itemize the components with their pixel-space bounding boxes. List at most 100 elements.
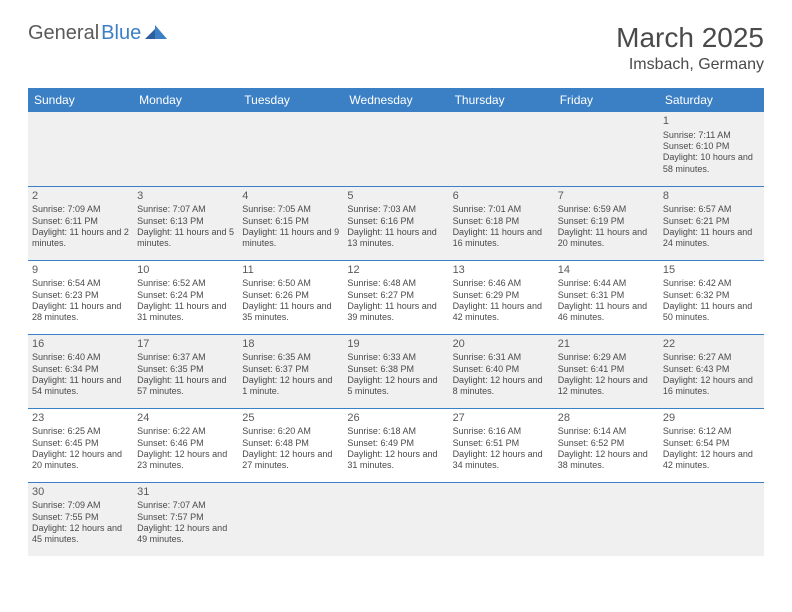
calendar-cell: 2Sunrise: 7:09 AMSunset: 6:11 PMDaylight…	[28, 186, 133, 260]
day-header: Friday	[554, 88, 659, 112]
day-number: 28	[558, 412, 655, 426]
daylight-text: Daylight: 12 hours and 49 minutes.	[137, 523, 234, 546]
day-number: 1	[663, 115, 760, 129]
sunrise-text: Sunrise: 6:59 AM	[558, 204, 655, 215]
sunset-text: Sunset: 6:49 PM	[347, 438, 444, 449]
day-number: 26	[347, 412, 444, 426]
daylight-text: Daylight: 11 hours and 46 minutes.	[558, 301, 655, 324]
sunrise-text: Sunrise: 6:48 AM	[347, 278, 444, 289]
calendar-row: 16Sunrise: 6:40 AMSunset: 6:34 PMDayligh…	[28, 334, 764, 408]
daylight-text: Daylight: 11 hours and 9 minutes.	[242, 227, 339, 250]
daylight-text: Daylight: 12 hours and 23 minutes.	[137, 449, 234, 472]
calendar-cell: 12Sunrise: 6:48 AMSunset: 6:27 PMDayligh…	[343, 260, 448, 334]
sunset-text: Sunset: 6:37 PM	[242, 364, 339, 375]
logo-text-2: Blue	[101, 22, 141, 45]
day-header: Monday	[133, 88, 238, 112]
calendar-row: 1Sunrise: 7:11 AMSunset: 6:10 PMDaylight…	[28, 112, 764, 186]
day-number: 25	[242, 412, 339, 426]
sunrise-text: Sunrise: 6:54 AM	[32, 278, 129, 289]
day-number: 9	[32, 264, 129, 278]
calendar-cell: 5Sunrise: 7:03 AMSunset: 6:16 PMDaylight…	[343, 186, 448, 260]
sunset-text: Sunset: 6:23 PM	[32, 290, 129, 301]
sunset-text: Sunset: 6:27 PM	[347, 290, 444, 301]
daylight-text: Daylight: 12 hours and 20 minutes.	[32, 449, 129, 472]
calendar-cell: 1Sunrise: 7:11 AMSunset: 6:10 PMDaylight…	[659, 112, 764, 186]
sunset-text: Sunset: 6:46 PM	[137, 438, 234, 449]
calendar-cell	[238, 112, 343, 186]
calendar-cell: 17Sunrise: 6:37 AMSunset: 6:35 PMDayligh…	[133, 334, 238, 408]
daylight-text: Daylight: 11 hours and 20 minutes.	[558, 227, 655, 250]
calendar-cell	[133, 112, 238, 186]
sunrise-text: Sunrise: 7:09 AM	[32, 500, 129, 511]
sunrise-text: Sunrise: 6:12 AM	[663, 426, 760, 437]
daylight-text: Daylight: 11 hours and 2 minutes.	[32, 227, 129, 250]
calendar-cell: 21Sunrise: 6:29 AMSunset: 6:41 PMDayligh…	[554, 334, 659, 408]
day-number: 3	[137, 190, 234, 204]
daylight-text: Daylight: 10 hours and 58 minutes.	[663, 152, 760, 175]
sunrise-text: Sunrise: 6:42 AM	[663, 278, 760, 289]
calendar-cell: 8Sunrise: 6:57 AMSunset: 6:21 PMDaylight…	[659, 186, 764, 260]
title-block: March 2025 Imsbach, Germany	[616, 22, 764, 74]
sunrise-text: Sunrise: 7:07 AM	[137, 500, 234, 511]
sunset-text: Sunset: 6:32 PM	[663, 290, 760, 301]
daylight-text: Daylight: 11 hours and 35 minutes.	[242, 301, 339, 324]
daylight-text: Daylight: 11 hours and 57 minutes.	[137, 375, 234, 398]
day-number: 2	[32, 190, 129, 204]
calendar-cell: 10Sunrise: 6:52 AMSunset: 6:24 PMDayligh…	[133, 260, 238, 334]
calendar-cell: 7Sunrise: 6:59 AMSunset: 6:19 PMDaylight…	[554, 186, 659, 260]
calendar-cell	[554, 482, 659, 556]
sunset-text: Sunset: 6:21 PM	[663, 216, 760, 227]
sunset-text: Sunset: 7:55 PM	[32, 512, 129, 523]
day-number: 12	[347, 264, 444, 278]
daylight-text: Daylight: 12 hours and 42 minutes.	[663, 449, 760, 472]
day-number: 21	[558, 338, 655, 352]
calendar-cell: 6Sunrise: 7:01 AMSunset: 6:18 PMDaylight…	[449, 186, 554, 260]
calendar-cell: 11Sunrise: 6:50 AMSunset: 6:26 PMDayligh…	[238, 260, 343, 334]
sunrise-text: Sunrise: 6:44 AM	[558, 278, 655, 289]
day-header: Sunday	[28, 88, 133, 112]
daylight-text: Daylight: 12 hours and 5 minutes.	[347, 375, 444, 398]
calendar-cell: 23Sunrise: 6:25 AMSunset: 6:45 PMDayligh…	[28, 408, 133, 482]
day-header: Wednesday	[343, 88, 448, 112]
calendar-cell: 28Sunrise: 6:14 AMSunset: 6:52 PMDayligh…	[554, 408, 659, 482]
daylight-text: Daylight: 11 hours and 28 minutes.	[32, 301, 129, 324]
calendar-cell	[343, 112, 448, 186]
calendar-cell: 26Sunrise: 6:18 AMSunset: 6:49 PMDayligh…	[343, 408, 448, 482]
calendar-row: 23Sunrise: 6:25 AMSunset: 6:45 PMDayligh…	[28, 408, 764, 482]
daylight-text: Daylight: 12 hours and 38 minutes.	[558, 449, 655, 472]
day-number: 14	[558, 264, 655, 278]
sunrise-text: Sunrise: 6:14 AM	[558, 426, 655, 437]
sunrise-text: Sunrise: 6:33 AM	[347, 352, 444, 363]
calendar-cell: 30Sunrise: 7:09 AMSunset: 7:55 PMDayligh…	[28, 482, 133, 556]
calendar-cell	[449, 112, 554, 186]
sunset-text: Sunset: 6:38 PM	[347, 364, 444, 375]
daylight-text: Daylight: 11 hours and 50 minutes.	[663, 301, 760, 324]
day-header: Thursday	[449, 88, 554, 112]
day-number: 13	[453, 264, 550, 278]
daylight-text: Daylight: 11 hours and 42 minutes.	[453, 301, 550, 324]
calendar-cell: 9Sunrise: 6:54 AMSunset: 6:23 PMDaylight…	[28, 260, 133, 334]
daylight-text: Daylight: 11 hours and 13 minutes.	[347, 227, 444, 250]
calendar-cell: 13Sunrise: 6:46 AMSunset: 6:29 PMDayligh…	[449, 260, 554, 334]
sunset-text: Sunset: 6:52 PM	[558, 438, 655, 449]
sunset-text: Sunset: 6:10 PM	[663, 141, 760, 152]
calendar-cell: 20Sunrise: 6:31 AMSunset: 6:40 PMDayligh…	[449, 334, 554, 408]
sunset-text: Sunset: 6:11 PM	[32, 216, 129, 227]
sunrise-text: Sunrise: 7:07 AM	[137, 204, 234, 215]
sunrise-text: Sunrise: 6:52 AM	[137, 278, 234, 289]
daylight-text: Daylight: 12 hours and 45 minutes.	[32, 523, 129, 546]
daylight-text: Daylight: 11 hours and 39 minutes.	[347, 301, 444, 324]
sunset-text: Sunset: 6:16 PM	[347, 216, 444, 227]
sunrise-text: Sunrise: 6:29 AM	[558, 352, 655, 363]
sunset-text: Sunset: 6:13 PM	[137, 216, 234, 227]
sunset-text: Sunset: 6:18 PM	[453, 216, 550, 227]
day-number: 18	[242, 338, 339, 352]
calendar-cell	[343, 482, 448, 556]
sunrise-text: Sunrise: 6:50 AM	[242, 278, 339, 289]
calendar-cell: 29Sunrise: 6:12 AMSunset: 6:54 PMDayligh…	[659, 408, 764, 482]
sunrise-text: Sunrise: 6:46 AM	[453, 278, 550, 289]
sunset-text: Sunset: 6:35 PM	[137, 364, 234, 375]
sunrise-text: Sunrise: 6:37 AM	[137, 352, 234, 363]
daylight-text: Daylight: 12 hours and 31 minutes.	[347, 449, 444, 472]
sunrise-text: Sunrise: 6:22 AM	[137, 426, 234, 437]
